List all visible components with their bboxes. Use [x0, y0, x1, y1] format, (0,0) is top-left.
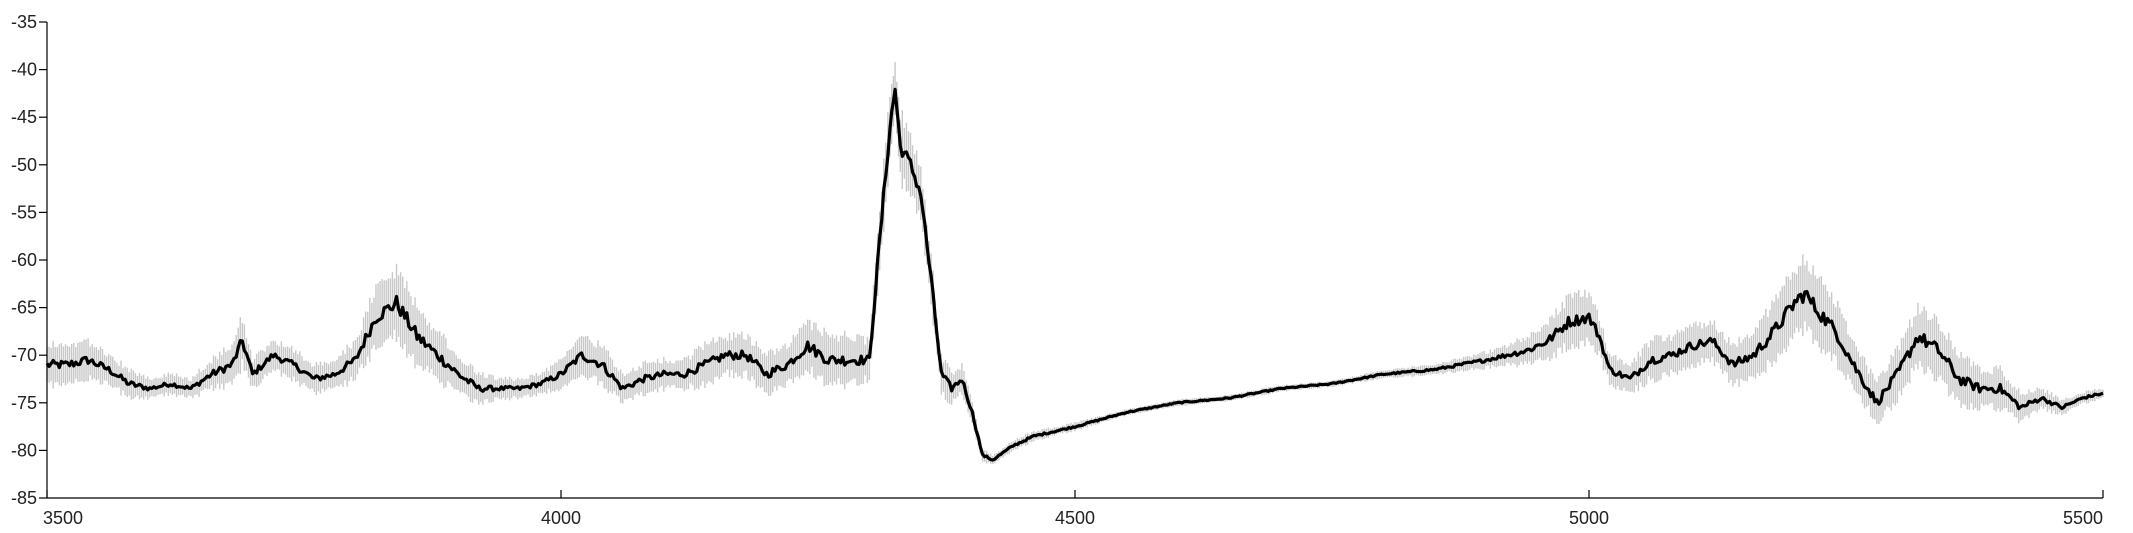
y-tick-label: -65 [11, 298, 37, 318]
variability-band-layer [46, 62, 2104, 465]
y-axis-ticks: -35 -40 -45 -50 -55 -60 -65 -70 -75 -80 -85 [11, 12, 47, 508]
y-tick-label: -70 [11, 345, 37, 365]
x-tick-label: 4500 [1055, 508, 1095, 528]
x-tick-label: 3500 [43, 508, 83, 528]
y-tick-label: -75 [11, 393, 37, 413]
y-tick-label: -45 [11, 107, 37, 127]
x-tick-label: 5500 [2063, 508, 2103, 528]
x-tick-label: 4000 [541, 508, 581, 528]
y-tick-label: -50 [11, 155, 37, 175]
y-tick-label: -80 [11, 440, 37, 460]
y-tick-label: -35 [11, 12, 37, 32]
x-axis-ticks: 3500 4000 4500 5000 5500 [43, 490, 2104, 528]
y-tick-label: -85 [11, 488, 37, 508]
y-tick-label: -55 [11, 202, 37, 222]
y-tick-label: -60 [11, 250, 37, 270]
x-tick-label: 5000 [1569, 508, 1609, 528]
mean-line-layer [45, 87, 2104, 462]
y-tick-label: -40 [11, 60, 37, 80]
mean-trace-line [45, 87, 2104, 462]
variability-band [46, 62, 2104, 465]
